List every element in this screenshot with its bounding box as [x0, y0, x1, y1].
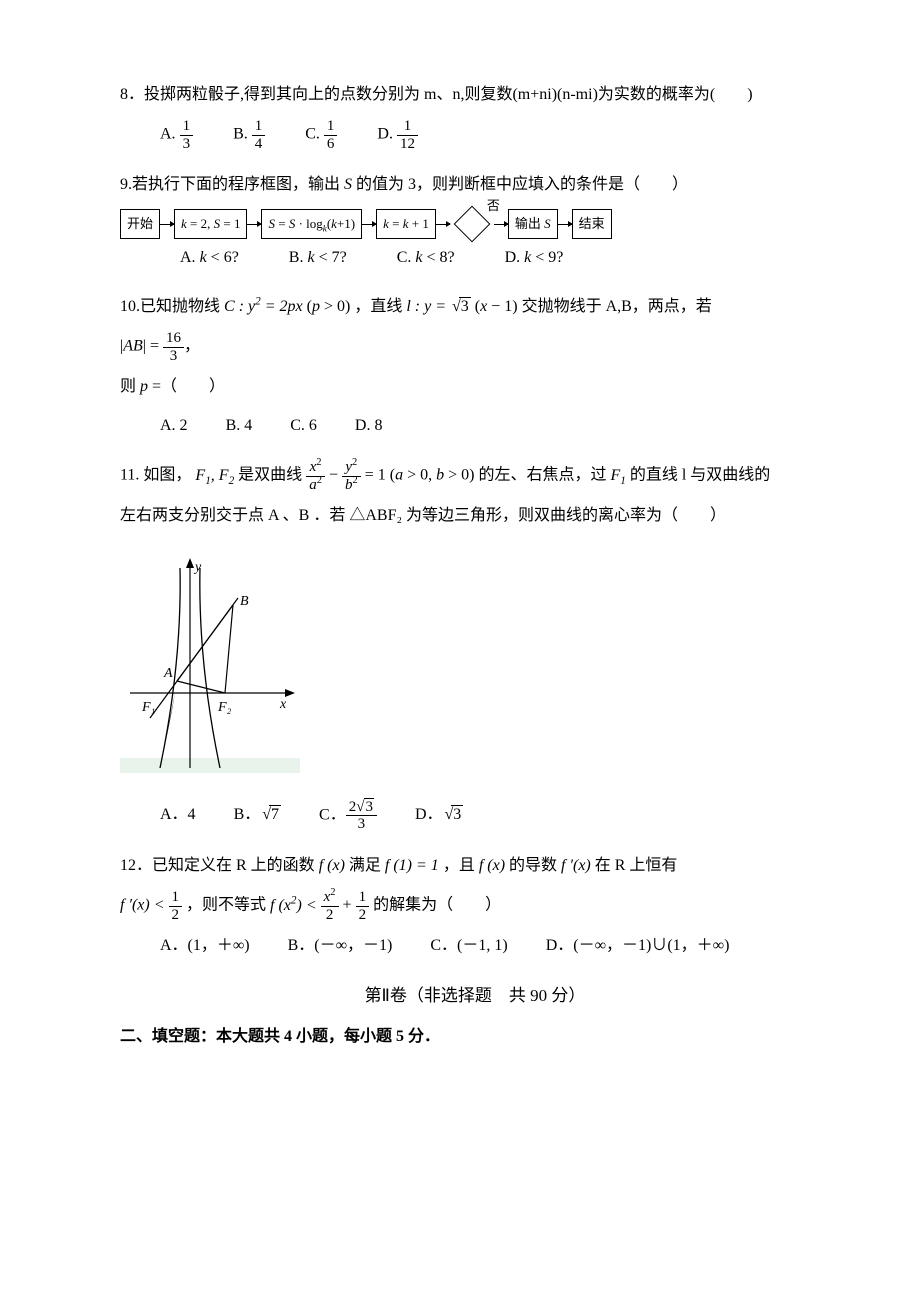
flow-output: 输出 S [508, 209, 558, 240]
q12-t1: 12．已知定义在 R 上的函数 [120, 857, 315, 874]
q11-line1: 11. 如图， F1, F2 是双曲线 x2a2 − y2b2 = 1 (a >… [120, 459, 830, 493]
flow-inc: k = k + 1 [376, 209, 436, 240]
ineq: f (x2) < [270, 897, 321, 914]
q8-text: 8．投掷两粒骰子,得到其向上的点数分别为 m、n,则复数(m+ni)(n-mi)… [120, 80, 830, 110]
q9-flowchart: 开始 k = 2, S = 1 S = S · logk(k+1) k = k … [120, 209, 830, 240]
arrow-icon [558, 224, 572, 225]
question-11: 11. 如图， F1, F2 是双曲线 x2a2 − y2b2 = 1 (a >… [120, 459, 830, 833]
q11-opt-a: A．4 [160, 800, 196, 830]
flow-start: 开始 [120, 209, 160, 240]
fpx-half: f ′(x) < [120, 897, 169, 914]
q11-hyperbola: x2a2 [306, 459, 325, 493]
question-8: 8．投掷两粒骰子,得到其向上的点数分别为 m、n,则复数(m+ni)(n-mi)… [120, 80, 830, 152]
fn-f1: f (1) = 1 [385, 857, 439, 874]
fn-fpx: f ′(x) [561, 857, 595, 874]
arrow-icon [160, 224, 174, 225]
q9-opt-d: D. k < 9? [505, 243, 564, 273]
svg-text:F₁: F₁ [141, 700, 155, 715]
q12-line1: 12．已知定义在 R 上的函数 f (x) 满足 f (1) = 1 ，且 f … [120, 851, 830, 881]
q10-t3: 交抛物线于 A,B，两点，若 [522, 298, 712, 315]
arrow-icon [362, 224, 376, 225]
section-2-title: 第Ⅱ卷（非选择题 共 90 分） [120, 980, 830, 1012]
flow-no-label: 否 [487, 194, 500, 219]
fn-fx2: f (x) [479, 857, 509, 874]
question-9: 9.若执行下面的程序框图，输出 S 的值为 3，则判断框中应填入的条件是（ ） … [120, 170, 830, 273]
q9-opt-b: B. k < 7? [289, 243, 347, 273]
flow-end: 结束 [572, 209, 612, 240]
q10-line1: 10.已知抛物线 C : y2 = 2px (p > 0) ，直线 l : y … [120, 292, 830, 322]
fill-blank-heading: 二、填空题：本大题共 4 小题，每小题 5 分． [120, 1022, 830, 1052]
q12-t2: 满足 [349, 857, 381, 874]
q12-t6: ，则不等式 [186, 897, 266, 914]
q11-opt-b: B．7 [234, 800, 281, 830]
q10-line3: 则 p =（ ） [120, 372, 830, 402]
q12-options: A．(1，＋∞) B．(－∞，－1) C．(－1, 1) D．(－∞，－1)∪(… [160, 931, 830, 961]
q10-opt-a: A. 2 [160, 411, 188, 441]
q9-text-before: 9.若执行下面的程序框图，输出 [120, 176, 340, 193]
q11-line2: 左右两支分别交于点 A 、B ．若 △ABF₂ 为等边三角形，则双曲线的离心率为… [120, 501, 830, 531]
q11-figure: y x F₁ F₂ A B [120, 543, 830, 784]
var-S: S [344, 176, 356, 193]
q11-t1: 11. 如图， [120, 467, 191, 484]
q11-opt-d: D．3 [415, 800, 463, 830]
hyperbola-diagram: y x F₁ F₂ A B [120, 543, 300, 773]
flow-init: k = 2, S = 1 [174, 209, 247, 240]
q12-t5: 在 R 上恒有 [595, 857, 678, 874]
q9-opt-c: C. k < 8? [397, 243, 455, 273]
q8-opt-b: B. 14 [233, 118, 265, 152]
q10-opt-c: C. 6 [290, 411, 317, 441]
q11-t4: 的直线 l 与双曲线的 [630, 467, 770, 484]
q10-options: A. 2 B. 4 C. 6 D. 8 [160, 411, 830, 441]
q10-parabola: C : y2 = 2px [224, 298, 303, 315]
q10-t2: ，直线 [354, 298, 402, 315]
q8-opt-a: A. 13 [160, 118, 193, 152]
q9-options: A. k < 6? B. k < 7? C. k < 8? D. k < 9? [180, 243, 830, 273]
q8-options: A. 13 B. 14 C. 16 D. 112 [160, 118, 830, 152]
svg-text:F₂: F₂ [217, 700, 232, 715]
q12-t7: 的解集为（ ） [373, 897, 501, 914]
q11-opt-c: C．2√33 [319, 799, 377, 833]
q12-opt-a: A．(1，＋∞) [160, 931, 250, 961]
flow-decision: 否 [450, 210, 494, 238]
q11-options: A．4 B．7 C．2√33 D．3 [160, 799, 830, 833]
svg-text:A: A [163, 666, 173, 681]
arrow-icon [494, 224, 508, 225]
svg-text:B: B [240, 594, 249, 609]
q11-t2: 是双曲线 [238, 467, 302, 484]
q9-text: 9.若执行下面的程序框图，输出 S 的值为 3，则判断框中应填入的条件是（ ） [120, 170, 830, 200]
q12-opt-c: C．(－1, 1) [430, 931, 507, 961]
q8-opt-c: C. 16 [305, 118, 337, 152]
q12-line2: f ′(x) < 12 ，则不等式 f (x2) < x22 + 12 的解集为… [120, 889, 830, 923]
question-12: 12．已知定义在 R 上的函数 f (x) 满足 f (1) = 1 ，且 f … [120, 851, 830, 962]
q9-opt-a: A. k < 6? [180, 243, 239, 273]
q11-foci: F1, F2 [195, 467, 234, 484]
svg-text:x: x [279, 697, 287, 712]
question-10: 10.已知抛物线 C : y2 = 2px (p > 0) ，直线 l : y … [120, 292, 830, 441]
q12-opt-d: D．(－∞，－1)∪(1，＋∞) [546, 931, 730, 961]
q12-t3: ，且 [443, 857, 475, 874]
q10-t1: 10.已知抛物线 [120, 298, 220, 315]
q8-opt-d: D. 112 [377, 118, 418, 152]
fn-fx: f (x) [319, 857, 349, 874]
q9-text-mid: 的值为 3，则判断框中应填入的条件是（ ） [356, 176, 688, 193]
diamond-icon [453, 206, 490, 243]
q10-opt-b: B. 4 [226, 411, 253, 441]
arrow-icon [247, 224, 261, 225]
svg-text:y: y [193, 560, 202, 575]
arrow-icon [436, 224, 450, 225]
q10-line2: |AB| = 163， [120, 330, 830, 364]
flow-step: S = S · logk(k+1) [261, 209, 362, 240]
q12-opt-b: B．(－∞，－1) [288, 931, 393, 961]
q12-t4: 的导数 [509, 857, 557, 874]
q10-line-l: l : y = [406, 298, 450, 315]
q11-f1: F1 [610, 467, 625, 484]
q11-t3: 的左、右焦点，过 [478, 467, 606, 484]
q10-opt-d: D. 8 [355, 411, 383, 441]
